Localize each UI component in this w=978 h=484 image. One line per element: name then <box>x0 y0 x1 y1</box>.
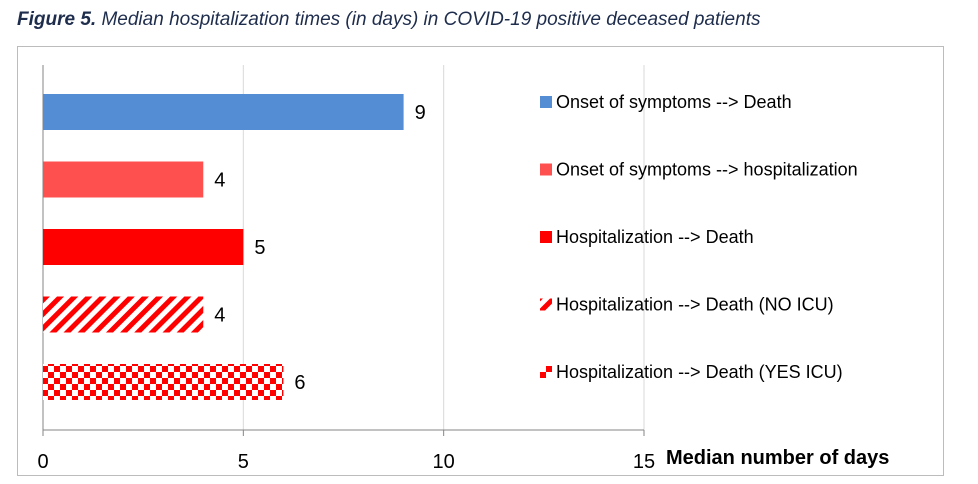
x-tick-label: 5 <box>238 451 249 473</box>
legend-swatch <box>540 366 552 378</box>
x-tick-label: 10 <box>433 451 455 473</box>
bar <box>43 161 204 198</box>
bar <box>43 296 204 333</box>
legend-swatch <box>540 298 552 311</box>
figure-title: Figure 5. Median hospitalization times (… <box>17 9 760 31</box>
x-axis-title: Median number of days <box>666 447 889 469</box>
x-tick-label: 0 <box>37 451 48 473</box>
legend-swatch <box>540 96 552 108</box>
bar <box>43 364 284 400</box>
data-label: 6 <box>294 372 305 394</box>
chart-frame <box>17 46 944 476</box>
legend-label: Hospitalization --> Death <box>556 227 754 247</box>
data-label: 4 <box>214 170 225 192</box>
bar <box>43 94 404 130</box>
legend-label: Hospitalization --> Death (YES ICU) <box>556 362 843 382</box>
bar <box>43 229 244 265</box>
data-label: 4 <box>214 305 225 327</box>
x-tick-label: 15 <box>633 451 655 473</box>
legend-label: Onset of symptoms --> hospitalization <box>556 160 858 180</box>
legend-label: Onset of symptoms --> Death <box>556 92 792 112</box>
figure-label: Figure 5. <box>17 9 97 30</box>
legend-swatch <box>540 163 552 176</box>
legend-swatch <box>540 231 552 243</box>
figure-caption: Median hospitalization times (in days) i… <box>101 9 761 30</box>
data-label: 9 <box>415 102 426 124</box>
legend-label: Hospitalization --> Death (NO ICU) <box>556 295 834 315</box>
data-label: 5 <box>254 237 265 259</box>
